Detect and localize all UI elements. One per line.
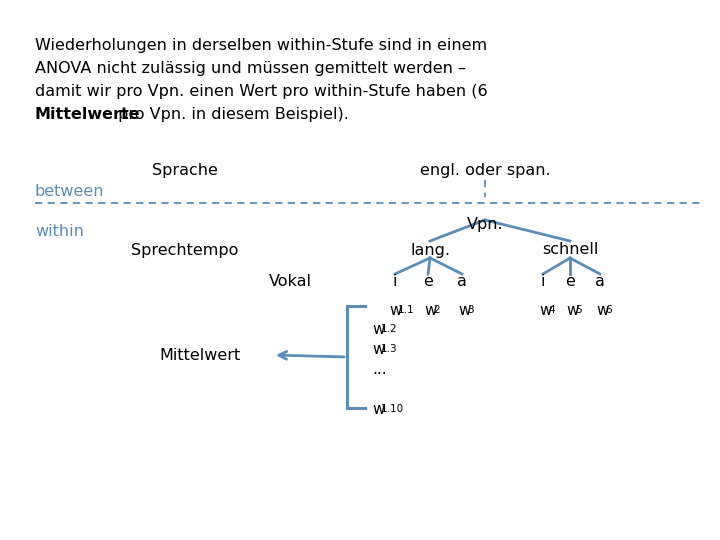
Text: e: e (565, 274, 575, 289)
Text: 6: 6 (605, 305, 611, 315)
Text: Sprache: Sprache (152, 163, 218, 178)
Text: Sprechtempo: Sprechtempo (131, 242, 239, 258)
Text: 1.10: 1.10 (381, 404, 404, 414)
Text: Mittelwerte: Mittelwerte (35, 107, 140, 122)
Text: Mittelwert: Mittelwert (159, 348, 240, 362)
Text: w: w (372, 322, 384, 337)
Text: schnell: schnell (542, 242, 598, 258)
Text: within: within (35, 225, 84, 240)
Text: 5: 5 (575, 305, 582, 315)
Text: 1.1: 1.1 (398, 305, 415, 315)
Text: 4: 4 (548, 305, 554, 315)
Text: w: w (424, 303, 436, 318)
Text: w: w (596, 303, 608, 318)
Text: i: i (392, 274, 397, 289)
Text: Vpn.: Vpn. (467, 217, 503, 232)
Text: engl. oder span.: engl. oder span. (420, 163, 550, 178)
Text: 2: 2 (433, 305, 440, 315)
Text: Wiederholungen in derselben within-Stufe sind in einem: Wiederholungen in derselben within-Stufe… (35, 38, 487, 53)
Text: 1.2: 1.2 (381, 324, 397, 334)
Text: w: w (372, 342, 384, 357)
Text: e: e (423, 274, 433, 289)
Text: i: i (541, 274, 545, 289)
Text: lang.: lang. (410, 242, 450, 258)
Text: pro Vpn. in diesem Beispiel).: pro Vpn. in diesem Beispiel). (113, 107, 349, 122)
Text: w: w (372, 402, 384, 417)
Text: damit wir pro Vpn. einen Wert pro within-Stufe haben (6: damit wir pro Vpn. einen Wert pro within… (35, 84, 487, 99)
Text: a: a (595, 274, 605, 289)
Text: w: w (389, 303, 402, 318)
Text: w: w (566, 303, 578, 318)
Text: 1.3: 1.3 (381, 344, 397, 354)
Text: ...: ... (372, 362, 387, 377)
Text: ANOVA nicht zulässig und müssen gemittelt werden –: ANOVA nicht zulässig und müssen gemittel… (35, 61, 466, 76)
Text: Vokal: Vokal (269, 274, 312, 289)
Text: 3: 3 (467, 305, 474, 315)
Text: between: between (35, 185, 104, 199)
Text: w: w (539, 303, 552, 318)
Text: a: a (457, 274, 467, 289)
Text: w: w (458, 303, 470, 318)
